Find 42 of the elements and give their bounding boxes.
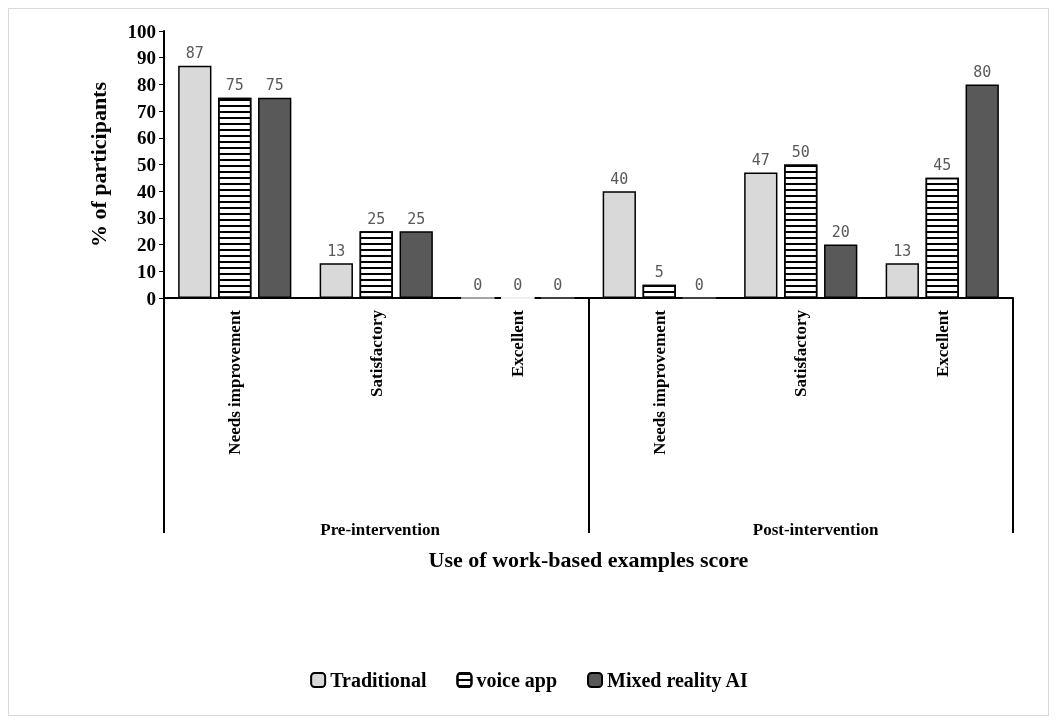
data-label: 25 <box>407 209 426 228</box>
data-label: 80 <box>973 62 992 81</box>
data-label: 20 <box>831 223 850 242</box>
x-tick-label: Satisfactory <box>791 309 811 397</box>
data-label: 0 <box>694 276 704 294</box>
data-label: 5 <box>654 263 664 282</box>
y-tick-label: 70 <box>137 100 156 122</box>
y-tick-label: 0 <box>146 287 156 309</box>
y-tick-label: 30 <box>137 207 156 229</box>
data-label: 0 <box>473 276 483 294</box>
y-tick-label: 90 <box>137 47 156 69</box>
y-tick-label: 80 <box>137 73 156 95</box>
data-label: 25 <box>367 209 386 228</box>
legend-label: Mixed reality AI <box>607 669 748 692</box>
x-tick-label: Needs improvement <box>649 309 669 455</box>
legend-label: Traditional <box>330 669 427 691</box>
data-label: 75 <box>265 76 284 95</box>
text: Post-intervention <box>752 520 879 539</box>
data-label: 13 <box>327 241 346 260</box>
data-label: 0 <box>513 276 523 294</box>
y-tick-label: 20 <box>137 234 156 256</box>
data-label: 87 <box>185 44 204 63</box>
data-label: 45 <box>933 156 952 175</box>
x-tick-label: Excellent <box>932 309 952 378</box>
x-tick-label: Satisfactory <box>366 309 386 397</box>
x-tick-label: Needs improvement <box>225 309 245 455</box>
legend-label: voice app <box>476 669 558 692</box>
data-label: 13 <box>893 241 912 260</box>
x-axis-title: Use of work-based examples score <box>428 546 749 572</box>
data-label: 75 <box>225 76 244 95</box>
x-tick-label: Excellent <box>508 309 528 378</box>
text: Pre-intervention <box>320 520 441 539</box>
data-label: 47 <box>751 151 770 170</box>
data-label: 50 <box>791 143 810 161</box>
y-tick-label: 100 <box>127 20 156 42</box>
y-tick-label: 60 <box>137 127 156 149</box>
data-label: 0 <box>553 276 563 294</box>
y-tick-label: 40 <box>137 180 156 202</box>
y-tick-label: 10 <box>137 260 156 282</box>
data-label: 40 <box>610 169 629 188</box>
y-axis-title: % of participants <box>85 81 111 247</box>
y-tick-label: 50 <box>137 154 156 175</box>
